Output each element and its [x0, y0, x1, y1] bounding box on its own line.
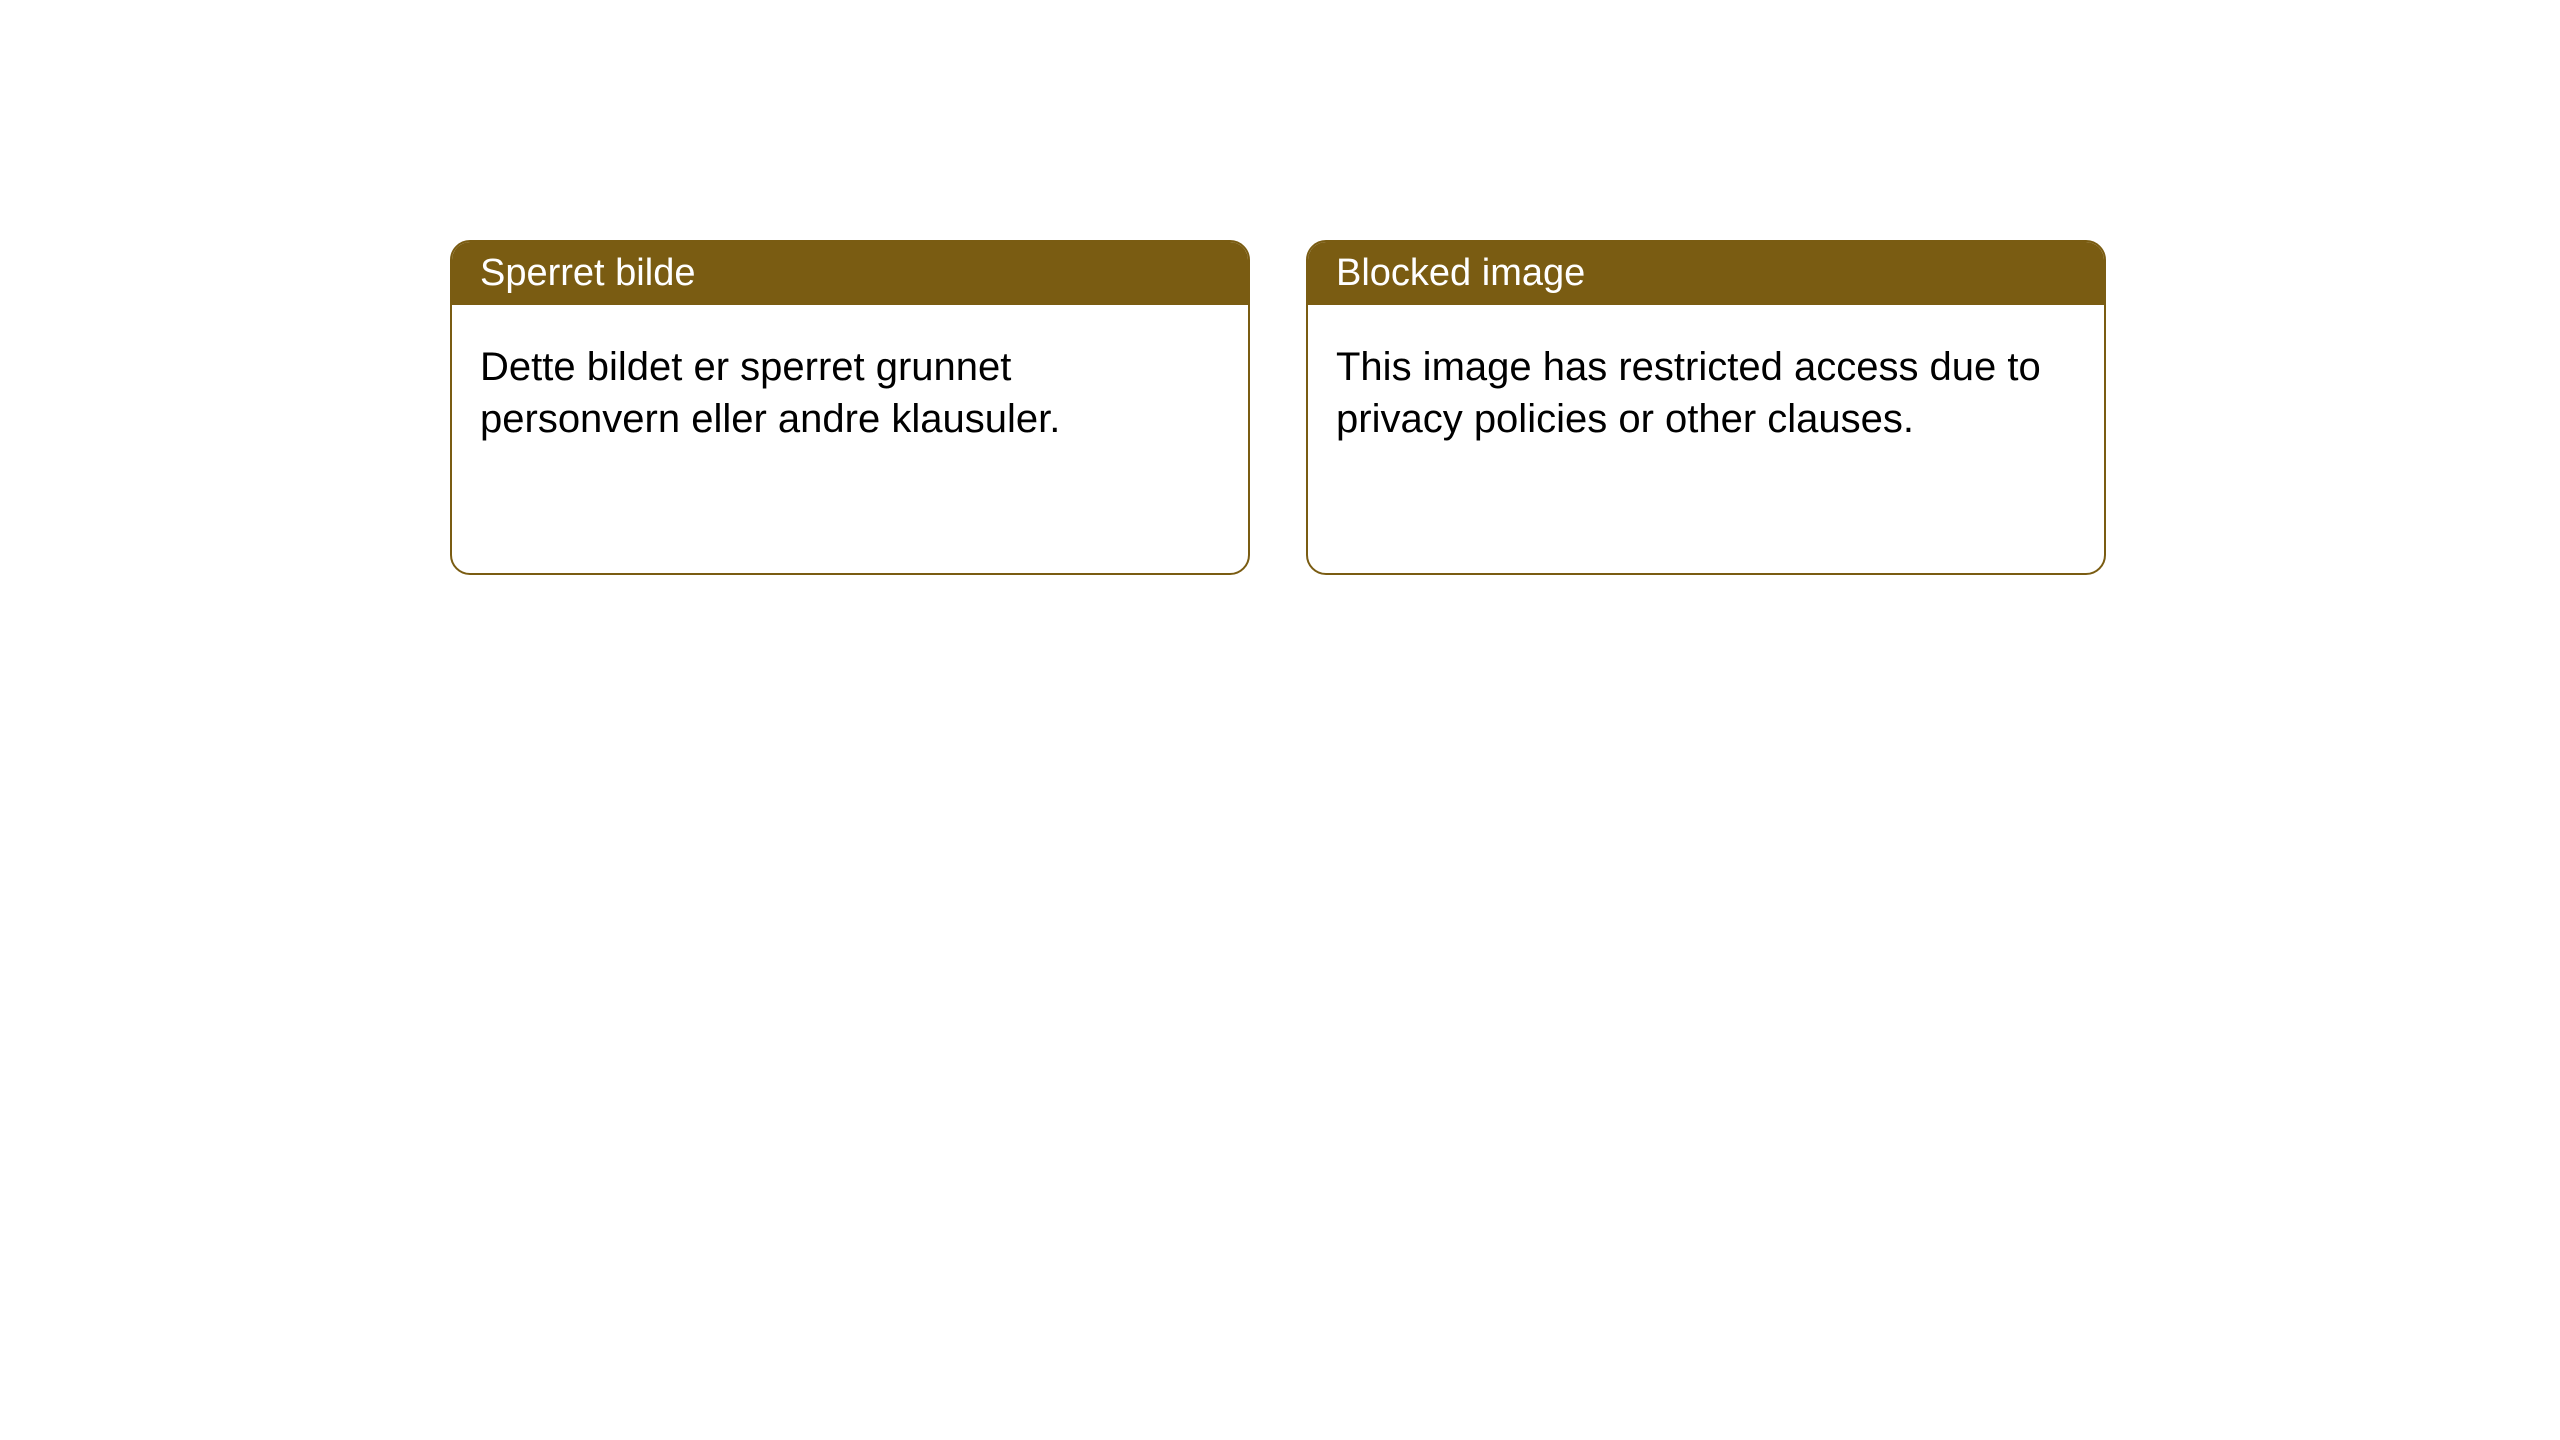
notice-text: This image has restricted access due to …: [1336, 345, 2041, 441]
notice-card-english: Blocked image This image has restricted …: [1306, 240, 2106, 575]
notice-body: This image has restricted access due to …: [1308, 305, 2104, 481]
notice-header: Blocked image: [1308, 242, 2104, 305]
notice-card-norwegian: Sperret bilde Dette bildet er sperret gr…: [450, 240, 1250, 575]
notice-text: Dette bildet er sperret grunnet personve…: [480, 345, 1060, 441]
notice-title: Blocked image: [1336, 252, 1585, 294]
notice-container: Sperret bilde Dette bildet er sperret gr…: [0, 0, 2560, 575]
notice-title: Sperret bilde: [480, 252, 695, 294]
notice-body: Dette bildet er sperret grunnet personve…: [452, 305, 1248, 481]
notice-header: Sperret bilde: [452, 242, 1248, 305]
